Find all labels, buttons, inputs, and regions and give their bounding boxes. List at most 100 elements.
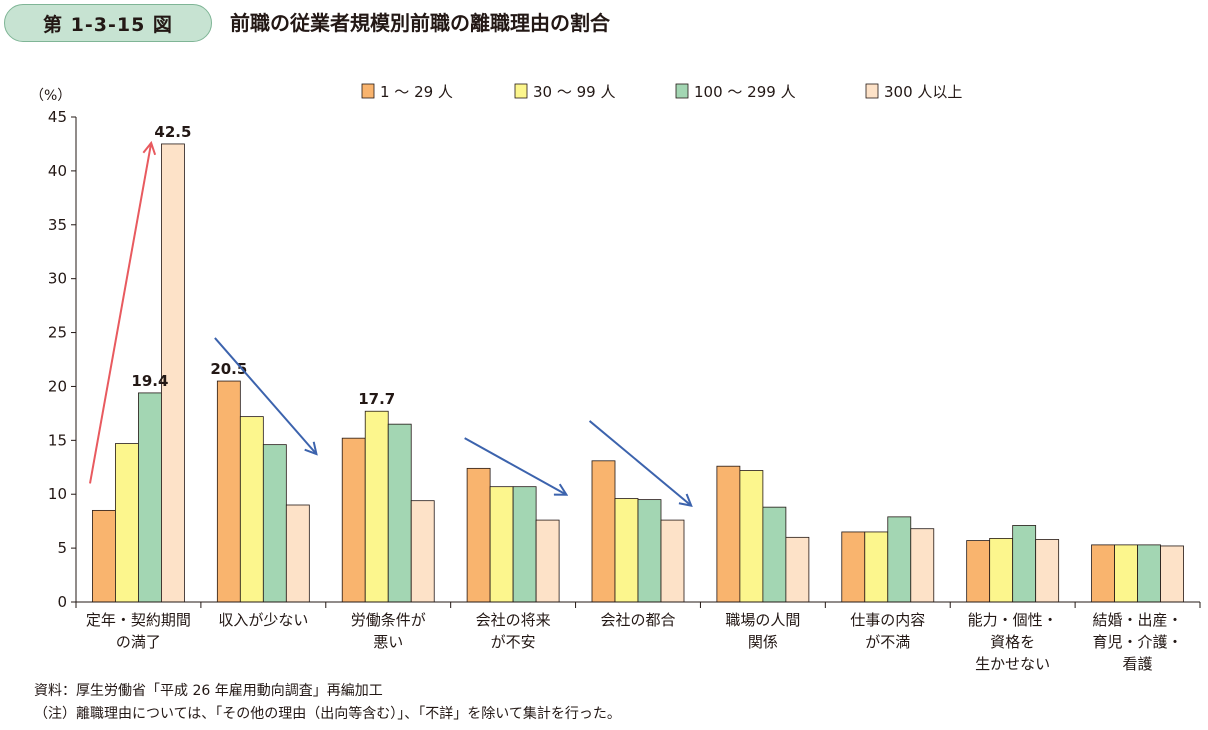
x-category-label-line: 資格を [990, 633, 1035, 651]
data-labels: 19.442.520.517.7 [131, 123, 395, 408]
legend-label: 300 人以上 [884, 83, 962, 101]
y-tick-label: 30 [48, 270, 67, 288]
x-category-label-line: 関係 [748, 633, 778, 651]
bar [1137, 544, 1161, 603]
data-label: 17.7 [358, 390, 395, 408]
x-category-label: 仕事の内容が不満 [850, 611, 925, 651]
bar [387, 423, 412, 603]
y-tick-label: 25 [48, 324, 67, 342]
y-tick-label: 45 [48, 108, 67, 126]
legend: 1 〜 29 人 30 〜 99 人 100 〜 299 人 300 人以上 [361, 83, 962, 101]
bar-chart: （%） 1 〜 29 人 30 〜 99 人 100 〜 299 人 300 人以上 … [30, 83, 1201, 673]
legend-swatch [675, 83, 689, 99]
x-category-label-line: の満了 [116, 633, 161, 651]
legend-swatch [865, 83, 879, 99]
legend-label: 1 〜 29 人 [380, 83, 453, 101]
figure-header: 第 1-3-15 図 前職の従業者規模別前職の離職理由の割合 [4, 4, 1204, 44]
x-category-label: 結婚・出産・育児・介護・看護 [1093, 611, 1183, 673]
bar [660, 519, 685, 603]
bar [841, 531, 866, 603]
legend-swatch [361, 83, 375, 99]
trend-arrow-down [214, 337, 316, 453]
bar [466, 467, 491, 603]
bar [410, 500, 435, 603]
bar [989, 538, 1014, 603]
y-tick-label: 15 [48, 431, 67, 449]
data-label: 42.5 [154, 123, 191, 141]
bar [239, 416, 264, 603]
figure-number-badge: 第 1-3-15 図 [4, 4, 212, 42]
bar [92, 509, 116, 603]
bar [1091, 544, 1115, 603]
x-category-label: 能力・個性・資格を生かせない [968, 611, 1058, 673]
bar [966, 540, 991, 603]
trend-arrows [89, 144, 691, 505]
y-tick-label: 35 [48, 216, 67, 234]
bar [138, 392, 162, 603]
trend-arrow-down [588, 420, 691, 505]
x-category-label-line: 会社の都合 [600, 611, 675, 629]
trend-arrow-up [89, 144, 151, 484]
bar [489, 486, 514, 603]
y-tick-label: 0 [57, 593, 67, 611]
footnotes: 資料：厚生労働省「平成 26 年雇用動向調査」再編加工 （注）離職理由については… [34, 680, 621, 726]
bar [216, 380, 241, 603]
bar [341, 437, 366, 603]
x-category-label-line: 職場の人間 [725, 611, 800, 629]
bar [1114, 544, 1138, 603]
legend-label: 100 〜 299 人 [694, 83, 796, 101]
bar [512, 486, 537, 603]
bar [864, 531, 889, 603]
x-category-label-line: 育児・介護・ [1093, 633, 1183, 651]
x-category-label-line: 収入が少ない [218, 611, 308, 629]
bar [716, 465, 741, 603]
bar [262, 444, 287, 603]
bar [1160, 545, 1184, 603]
y-tick-label: 40 [48, 162, 67, 180]
bar [614, 498, 639, 603]
legend-label: 30 〜 99 人 [533, 83, 615, 101]
y-tick-label: 20 [48, 377, 67, 395]
y-tick-label: 10 [48, 485, 67, 503]
bars [92, 143, 1184, 603]
bar [285, 504, 310, 603]
x-category-label-line: 労働条件が [351, 611, 426, 629]
y-axis: 0 5 10 15 20 25 30 35 40 45 [48, 108, 77, 611]
trend-arrow-down [464, 437, 566, 494]
x-category-label: 会社の都合 [600, 611, 675, 629]
figure-title: 前職の従業者規模別前職の離職理由の割合 [230, 11, 610, 35]
bar [1035, 539, 1060, 603]
y-axis-label: （%） [30, 88, 71, 104]
x-category-label-line: が不満 [865, 633, 910, 651]
x-category-label-line: 能力・個性・ [968, 611, 1058, 629]
legend-swatch [514, 83, 528, 99]
x-category-label: 収入が少ない [218, 611, 308, 629]
x-category-label-line: 仕事の内容 [850, 611, 925, 629]
x-category-label-line: 結婚・出産・ [1093, 611, 1183, 629]
bar [910, 528, 935, 603]
bar [364, 410, 389, 603]
x-axis: 定年・契約期間の満了 収入が少ない 労働条件が悪い 会社の将来が不安 会社の都合 職場の人… [75, 601, 1201, 673]
x-category-label: 定年・契約期間の満了 [86, 611, 191, 651]
bar [637, 499, 662, 603]
bar [739, 470, 764, 603]
source-note: 資料：厚生労働省「平成 26 年雇用動向調査」再編加工 [34, 683, 383, 699]
bar [115, 443, 139, 603]
x-category-label: 労働条件が悪い [351, 611, 426, 651]
bar [762, 506, 787, 603]
x-category-label: 会社の将来が不安 [476, 611, 551, 651]
x-category-label: 職場の人間関係 [725, 611, 800, 651]
bar [535, 519, 560, 603]
bar [785, 536, 810, 603]
x-category-label-line: 定年・契約期間 [86, 611, 191, 629]
x-category-label-line: 看護 [1123, 655, 1153, 673]
x-category-label-line: が不安 [491, 633, 536, 651]
x-category-label-line: 生かせない [975, 655, 1050, 673]
x-category-label-line: 会社の将来 [476, 611, 551, 629]
bar [1012, 525, 1037, 603]
x-category-label-line: 悪い [373, 633, 403, 651]
bar [591, 460, 616, 603]
bar [887, 516, 912, 603]
annotation-note: （注）離職理由については、「その他の理由（出向等含む）」、「不詳」を除いて集計を… [34, 706, 621, 722]
data-label: 19.4 [131, 372, 168, 390]
